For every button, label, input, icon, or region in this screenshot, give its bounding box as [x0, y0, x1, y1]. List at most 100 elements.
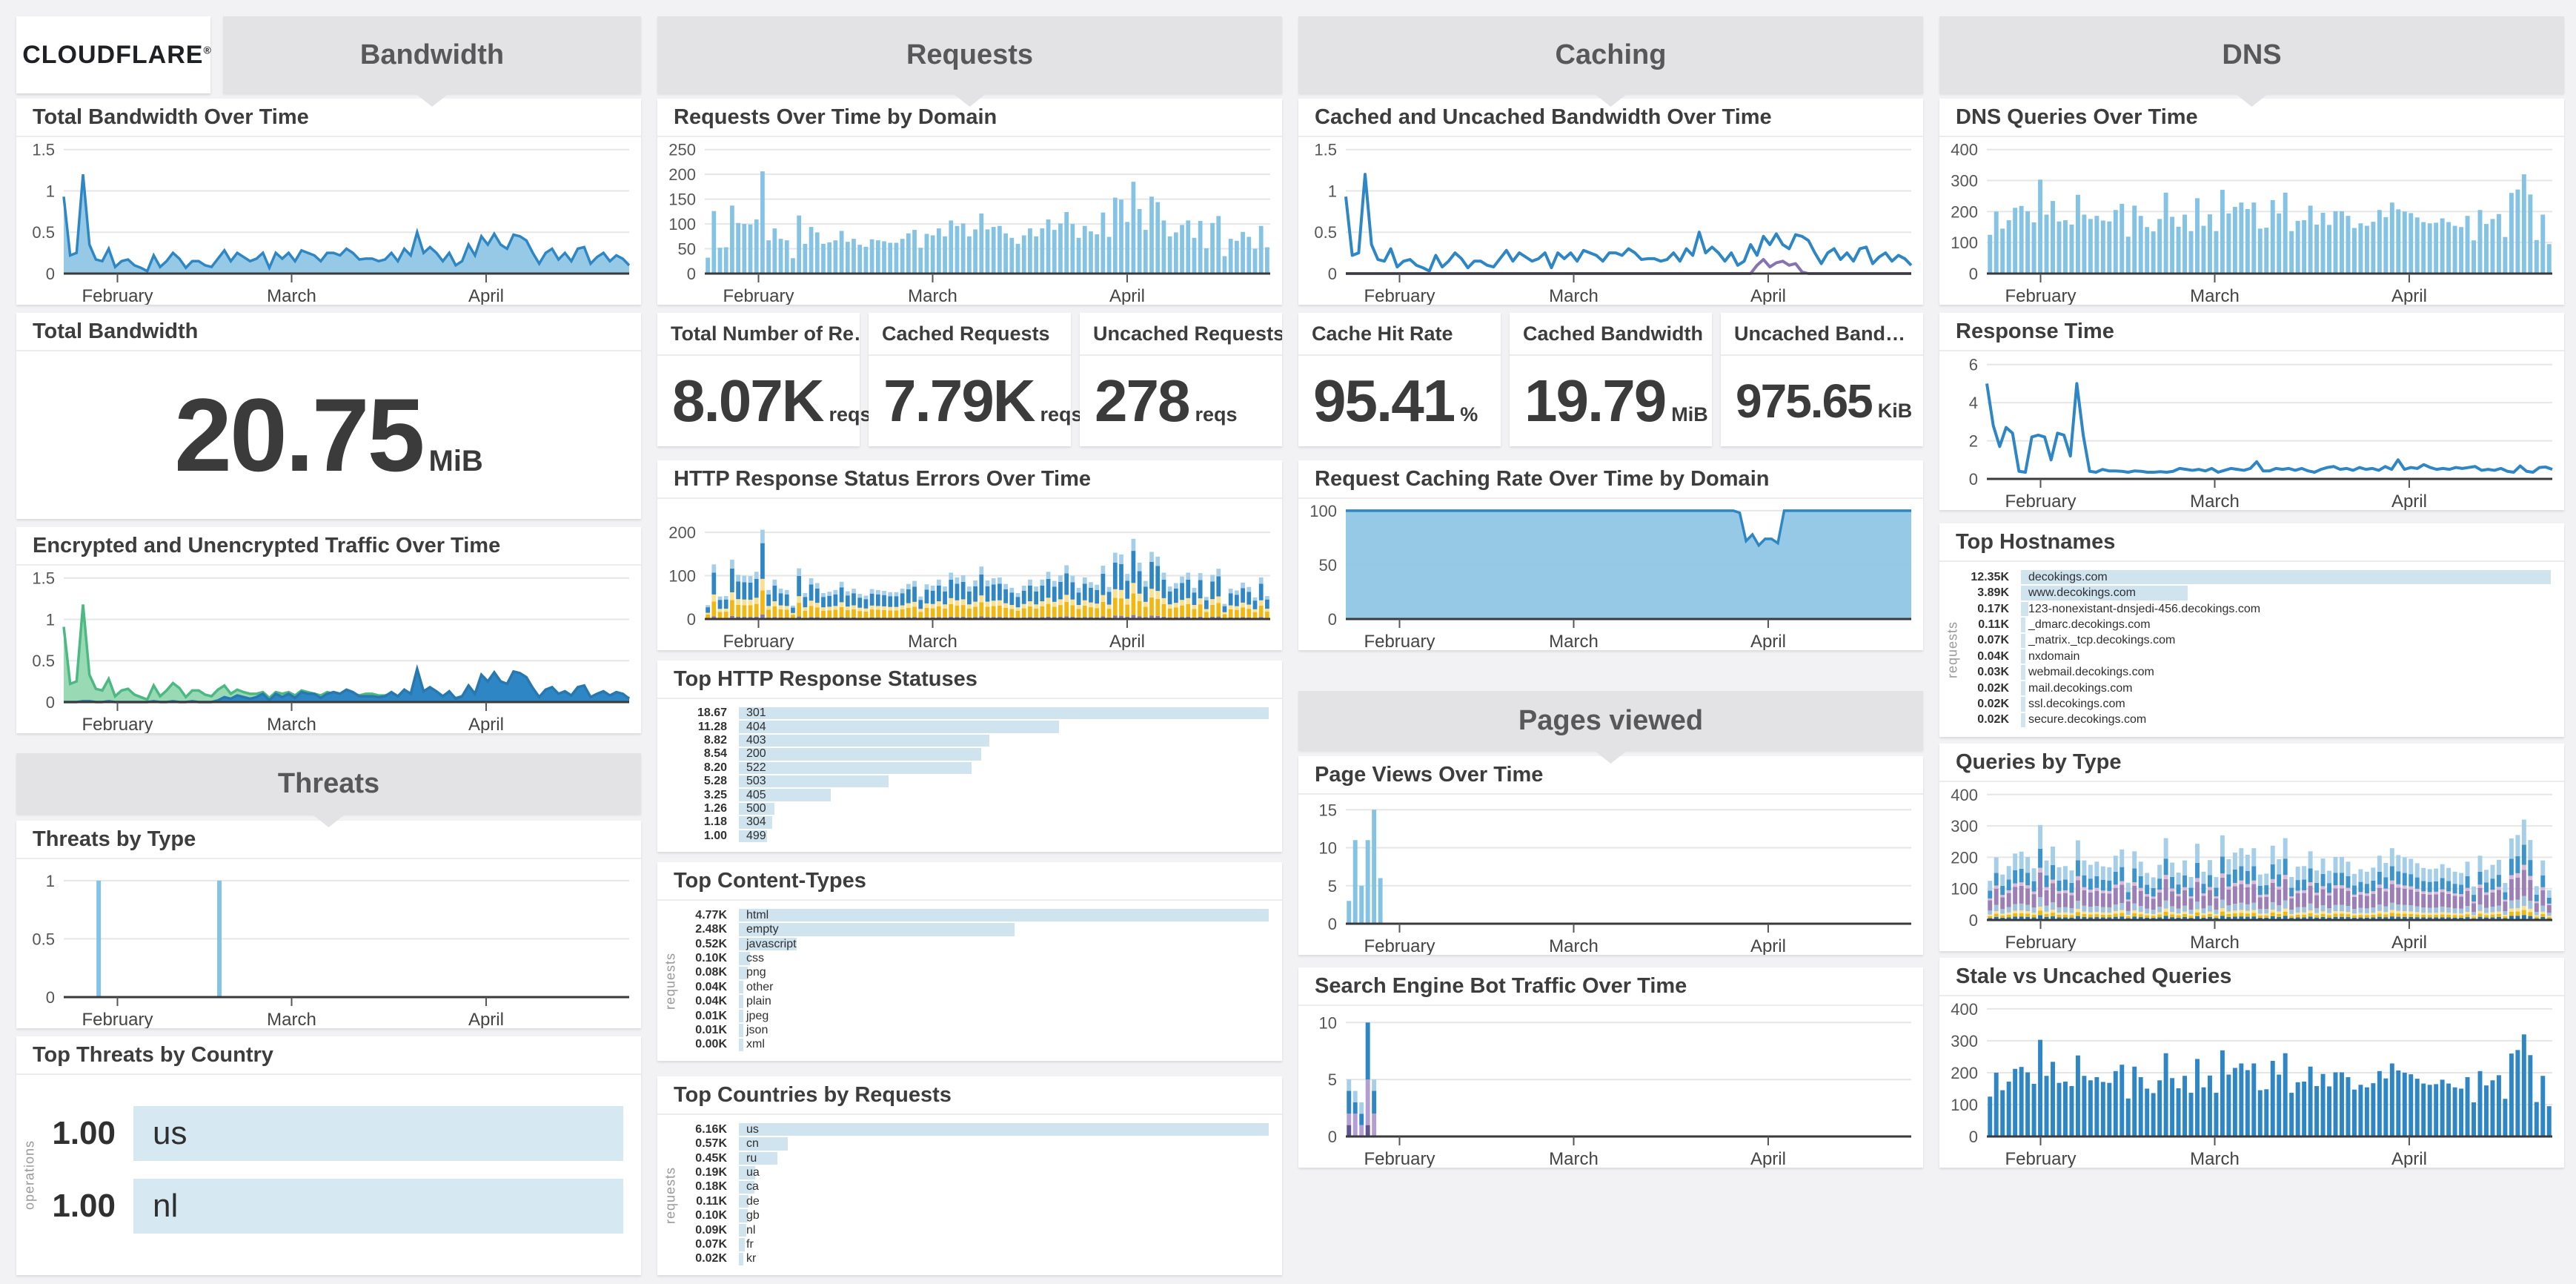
top_content_types-row-png: 0.08K png [695, 966, 1269, 980]
panel-title: Response Time [1939, 313, 2564, 351]
svg-text:0.5: 0.5 [32, 930, 55, 948]
bar-fill [2021, 712, 2025, 728]
svg-text:5: 5 [1328, 1070, 1337, 1089]
svg-text:0: 0 [1328, 265, 1337, 283]
card-title: Cache Hit Rate [1298, 313, 1501, 356]
svg-text:March: March [908, 632, 957, 650]
svg-text:February: February [2005, 1149, 2076, 1168]
bar-value: 3.89K [1977, 586, 2009, 600]
svg-text:April: April [1109, 286, 1145, 305]
svg-text:April: April [468, 286, 504, 305]
svg-text:100: 100 [668, 215, 696, 234]
bar-value: 0.08K [695, 966, 727, 979]
stat-unit: KiB [1877, 400, 1913, 422]
response-time-chart: 0 2 4 6 February March April [1969, 356, 2553, 510]
svg-text:4: 4 [1969, 394, 1978, 412]
bar-value: 0.02K [695, 1252, 727, 1265]
bar-fill [739, 981, 743, 994]
stat-number: 8.07K [672, 368, 824, 434]
panel-title: Search Engine Bot Traffic Over Time [1298, 967, 1923, 1006]
svg-text:March: March [2190, 1149, 2240, 1168]
bar-fill [2021, 586, 2188, 600]
panel-top-countries: Top Countries by Requests requests 6.16K u… [657, 1076, 1282, 1275]
bar-label: nxdomain [2028, 649, 2080, 663]
bandwidth-column: CLOUDFLARE® Bandwidth Total Bandwidth Ov… [16, 16, 641, 1275]
panel-title: Request Caching Rate Over Time by Domain [1298, 460, 1923, 499]
bar-value: 0.02K [1977, 713, 2009, 727]
bar-value: 0.11K [696, 1194, 727, 1208]
panel-top-threats-by-country: Top Threats by Country operations 1.00 us 1… [16, 1036, 641, 1275]
panel-top-http-statuses: Top HTTP Response Statuses 18.67 301 11.28… [657, 661, 1282, 852]
bar-label: ssl.decokings.com [2028, 697, 2125, 710]
panel-bot-traffic: Search Engine Bot Traffic Over Time 0 5 10… [1298, 967, 1923, 1168]
svg-text:300: 300 [1951, 817, 1978, 835]
bar-label: 405 [746, 788, 766, 801]
caching-stat-cards: Cache Hit Rate 95.41 % Cached Bandwidth … [1298, 313, 1923, 446]
card-title: Cached Requests [869, 313, 1071, 356]
stat-number: 20.75 [174, 377, 425, 493]
bot-traffic-chart: 0 5 10 February March April [1319, 1013, 1911, 1168]
svg-text:April: April [1750, 936, 1786, 955]
bar-value: 0.04K [695, 980, 727, 993]
bar-value: 12.35K [1971, 570, 2009, 583]
stat-unit: reqs [1195, 403, 1238, 426]
top_http_statuses-row-522: 8.20 522 [704, 761, 1269, 775]
svg-text:February: February [723, 286, 794, 305]
svg-text:0: 0 [1969, 911, 1978, 930]
bar-label: cn [746, 1137, 759, 1151]
svg-text:0: 0 [687, 610, 696, 629]
bar-label: 123-nonexistant-dnsjedi-456.decokings.co… [2028, 602, 2261, 615]
bar-value: 0.00K [695, 1038, 727, 1051]
svg-text:February: February [2005, 933, 2076, 951]
bar-label: www.decokings.com [2028, 586, 2136, 600]
top_http_statuses-row-499: 1.00 499 [704, 830, 1269, 843]
bar-label: decokings.com [2028, 570, 2108, 583]
bar-value: 0.19K [695, 1165, 727, 1179]
section-header-threats: Threats [16, 753, 641, 827]
svg-text:March: March [267, 715, 316, 733]
svg-text:400: 400 [1951, 141, 1978, 159]
svg-text:100: 100 [1951, 234, 1978, 252]
card-cached-bandwidth: Cached Bandwidth 19.79 MiB [1510, 313, 1712, 446]
bar-fill [133, 1106, 623, 1161]
top_content_types-row-xml: 0.00K xml [695, 1038, 1269, 1052]
top_hostnames-row-secure.decokings.com: 0.02K secure.decokings.com [1977, 712, 2551, 728]
bar-label: webmail.decokings.com [2028, 666, 2154, 679]
svg-text:150: 150 [668, 191, 696, 209]
top_threats_by_country-row-nl: 1.00 nl [52, 1179, 623, 1234]
top_http_statuses-row-405: 3.25 405 [704, 788, 1269, 801]
bar-value: 1.00 [703, 829, 727, 842]
top-threats-by-country-list: operations 1.00 us 1.00 nl [16, 1075, 641, 1275]
dns-column: DNS DNS Queries Over Time 0 100 200 300 400 F… [1939, 16, 2564, 1168]
svg-text:2: 2 [1969, 432, 1978, 451]
top_hostnames-row-decokings.com: 12.35K decokings.com [1971, 569, 2551, 585]
bar-label: javascript [746, 937, 797, 950]
bar-label: 403 [746, 734, 766, 747]
cloudflare-logo[interactable]: CLOUDFLARE® [16, 16, 211, 93]
bar-fill [739, 1252, 743, 1266]
section-header-dns: DNS [1939, 16, 2564, 107]
panel-title: HTTP Response Status Errors Over Time [657, 460, 1282, 499]
bar-label: ua [746, 1165, 760, 1179]
bar-label: 500 [746, 802, 766, 815]
bar-label: png [746, 966, 766, 979]
bar-label: 503 [746, 775, 766, 788]
top_http_statuses-row-301: 18.67 301 [697, 706, 1269, 720]
panel-title: DNS Queries Over Time [1939, 99, 2564, 137]
panel-title: Top HTTP Response Statuses [657, 661, 1282, 699]
bar-fill [739, 937, 797, 951]
top_content_types-row-other: 0.04K other [695, 980, 1269, 994]
svg-text:April: April [468, 715, 504, 733]
panel-queries-by-type: Queries by Type 0 100 200 300 400 February Mar… [1939, 744, 2564, 951]
svg-text:February: February [2005, 492, 2076, 510]
bar-value: 1.00 [52, 1115, 116, 1151]
card-total-requests: Total Number of Re… 8.07K reqs [657, 313, 872, 446]
svg-text:0: 0 [46, 265, 55, 283]
request-caching-rate-chart: 0 50 100 February March April [1309, 502, 1911, 650]
panel-title: Top Threats by Country [16, 1036, 641, 1075]
panel-top-hostnames: Top Hostnames requests 12.35K decokings.co… [1939, 523, 2564, 737]
panel-title: Total Bandwidth Over Time [16, 99, 641, 137]
svg-text:March: March [267, 286, 316, 305]
queries-by-type-chart: 0 100 200 300 400 February March April [1951, 786, 2552, 951]
stat-unit: MiB [428, 445, 483, 477]
